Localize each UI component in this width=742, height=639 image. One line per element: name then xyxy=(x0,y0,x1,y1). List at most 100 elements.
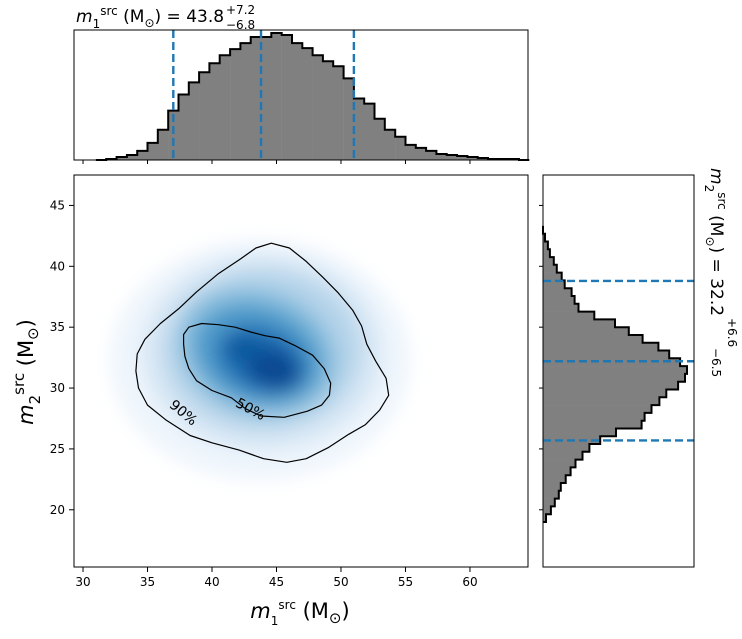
right-hist-bar xyxy=(543,280,565,289)
x-tick-label: 40 xyxy=(204,575,219,589)
top-hist-bar xyxy=(333,66,344,160)
m2-minus-error: −6.5 xyxy=(709,348,723,377)
top-hist-bar xyxy=(178,94,190,160)
top-marginal-histogram xyxy=(73,29,530,164)
top-hist-bar xyxy=(467,157,478,160)
top-hist-bar xyxy=(157,129,169,160)
right-hist-bar xyxy=(543,288,572,297)
y-tick-label: 35 xyxy=(50,320,65,334)
top-hist-bar xyxy=(384,129,396,160)
y-tick-label: 25 xyxy=(50,442,65,456)
density-heatmap: 50%90% xyxy=(110,240,410,480)
x-tick-label: 60 xyxy=(462,575,477,589)
right-hist-bar xyxy=(543,303,579,312)
right-hist-bar xyxy=(543,241,548,250)
top-hist-bar xyxy=(395,136,406,160)
main-panel-frame xyxy=(73,174,529,568)
right-hist-bar xyxy=(543,397,660,406)
joint-density-panel: 50%90% 30 35 40 45 50 55 60 20 25 30 35 40 45 xyxy=(50,174,529,589)
y-tick-label: 45 xyxy=(50,198,65,212)
top-marginal-title: m1src (M⊙) = 43.8 xyxy=(76,4,224,31)
y-axis-label: m2src (M⊙) xyxy=(10,319,44,425)
y-tick-label: 30 xyxy=(50,381,65,395)
top-hist-bar xyxy=(405,144,417,160)
x-tick-label: 35 xyxy=(140,575,155,589)
top-hist-bar xyxy=(137,150,148,160)
top-hist-bar xyxy=(209,63,220,161)
y-tick-label: 40 xyxy=(50,259,65,273)
right-hist-bar xyxy=(543,498,555,507)
right-hist-bar xyxy=(543,358,681,367)
right-hist-bar xyxy=(543,412,645,421)
top-hist-bar xyxy=(302,48,313,160)
right-hist-bar xyxy=(543,335,643,344)
top-hist-bar xyxy=(436,154,447,160)
right-hist-bar xyxy=(543,342,659,351)
right-hist-bar xyxy=(543,475,566,484)
right-hist-bar xyxy=(543,428,616,437)
top-hist-bar xyxy=(240,43,251,160)
right-hist-bar xyxy=(543,389,667,398)
right-hist-bar xyxy=(543,459,576,468)
right-hist-bar xyxy=(543,405,652,414)
top-hist-bar xyxy=(250,37,262,160)
top-hist-bar xyxy=(312,55,324,161)
top-hist-bar xyxy=(292,43,303,160)
right-panel-frame xyxy=(542,174,695,568)
contour-50-percent xyxy=(183,322,332,418)
top-hist-bar xyxy=(219,55,231,161)
right-hist-bar xyxy=(543,483,561,492)
right-hist-bar xyxy=(543,420,642,429)
top-hist-bar xyxy=(446,155,458,160)
right-hist-bar xyxy=(543,296,575,305)
x-axis-label: m1src (M⊙) xyxy=(250,598,349,628)
x-tick-label: 50 xyxy=(333,575,348,589)
top-hist-bar xyxy=(126,155,138,160)
m2-median-value: 32.2 xyxy=(706,278,726,316)
right-histogram-outline xyxy=(542,225,688,523)
top-hist-bar xyxy=(322,61,334,161)
right-hist-bar xyxy=(543,264,557,273)
top-hist-bar xyxy=(188,82,200,160)
right-hist-bar xyxy=(543,350,670,359)
x-tick-label: 45 xyxy=(269,575,284,589)
right-hist-bar xyxy=(543,319,615,328)
top-panel-frame xyxy=(73,29,529,161)
x-tick-label: 55 xyxy=(398,575,413,589)
right-marginal-histogram xyxy=(539,174,695,568)
top-hist-bar xyxy=(281,35,293,160)
top-hist-bar xyxy=(343,78,355,160)
top-hist-bar xyxy=(426,150,437,160)
m1-minus-error: −6.8 xyxy=(226,18,255,32)
right-hist-bar xyxy=(543,373,685,382)
top-hist-bar xyxy=(374,118,386,160)
right-hist-bar xyxy=(543,272,562,281)
right-hist-bar xyxy=(543,381,679,390)
top-hist-bar xyxy=(168,110,179,160)
m1-plus-error: +7.2 xyxy=(226,3,255,17)
top-histogram-outline xyxy=(95,32,530,161)
right-hist-bar xyxy=(543,490,559,499)
top-hist-bar xyxy=(199,72,210,160)
top-hist-bar xyxy=(415,147,427,160)
right-hist-bar xyxy=(543,506,551,515)
top-hist-bar xyxy=(353,98,365,160)
m2-plus-error: +6.6 xyxy=(725,318,739,347)
right-hist-bar xyxy=(543,451,583,460)
right-hist-bar xyxy=(543,467,571,476)
right-hist-bar xyxy=(543,444,590,453)
y-tick-label: 20 xyxy=(50,503,65,517)
top-hist-bar xyxy=(261,37,272,160)
x-tick-label: 30 xyxy=(75,575,90,589)
right-marginal-title: m2src (M⊙) = 32.2 xyxy=(702,168,729,316)
right-hist-bar xyxy=(543,327,629,336)
right-hist-bar xyxy=(543,366,687,375)
right-hist-bar xyxy=(543,249,550,258)
m1-median-value: 43.8 xyxy=(186,7,224,27)
top-hist-bar xyxy=(116,157,128,160)
top-hist-bar xyxy=(271,33,282,160)
right-hist-bar xyxy=(543,514,546,523)
right-hist-bar xyxy=(543,257,554,266)
right-hist-bar xyxy=(543,311,595,320)
